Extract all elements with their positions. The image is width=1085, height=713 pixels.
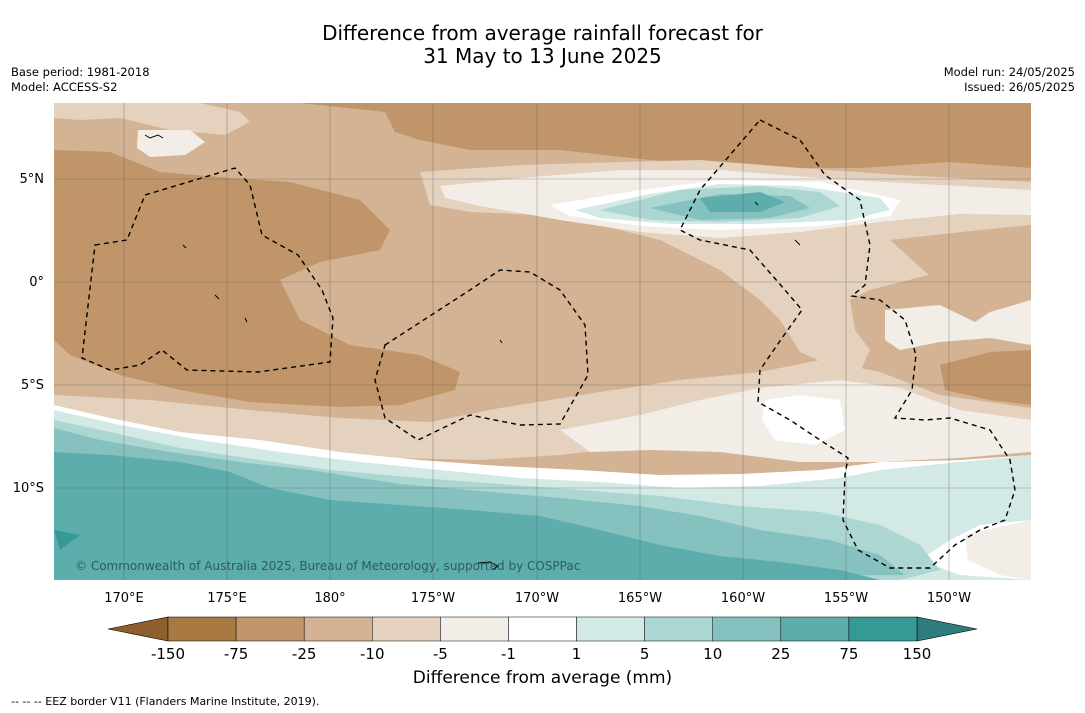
lat-label: 0° (29, 275, 44, 290)
dry-region-west (54, 150, 460, 407)
colorbar-swatch (712, 616, 782, 642)
colorbar-swatch (440, 616, 509, 642)
graticule (54, 103, 1031, 580)
colorbar-swatch (780, 616, 850, 642)
colorbar-tick-label: -10 (360, 645, 385, 663)
title-line-1: Difference from average rainfall forecas… (322, 21, 763, 45)
title-line-2: 31 May to 13 June 2025 (423, 44, 662, 68)
colorbar-tick-label: 150 (903, 645, 932, 663)
near-normal-east (885, 300, 1031, 350)
islands (144, 134, 801, 571)
colorbar-tick-label: 25 (771, 645, 790, 663)
colorbar-tick-label: -5 (433, 645, 448, 663)
lon-label: 165°W (618, 591, 662, 606)
issued-date: Issued: 26/05/2025 (964, 80, 1075, 94)
lon-label: 155°W (824, 591, 868, 606)
neutral-patch-south (762, 395, 845, 445)
base-period: Base period: 1981-2018 (11, 65, 150, 79)
wet-patch-east (878, 455, 1031, 528)
wet-patch-75 (54, 530, 80, 550)
colorbar-tick-label: 1 (572, 645, 582, 663)
rainfall-anomaly-field: © Commonwealth of Australia 2025, Bureau… (54, 103, 1031, 580)
latitude-labels: 5°N 0° 5°S 10°S (13, 172, 44, 496)
colorbar-extend-low (107, 616, 169, 642)
colorbar-swatch (235, 616, 305, 642)
dry-lobe-east-south (940, 350, 1031, 405)
eez-footnote: -- -- -- EEZ border V11 (Flanders Marine… (11, 695, 320, 708)
lon-label: 175°E (207, 591, 247, 606)
lon-label: 180° (314, 591, 345, 606)
colorbar-swatch (576, 616, 645, 642)
longitude-labels: 170°E 175°E 180° 175°W 170°W 165°W 160°W… (104, 591, 971, 606)
colorbar-label: Difference from average (mm) (412, 668, 673, 688)
colorbar-tick-label: 5 (640, 645, 650, 663)
colorbar-extend-high (916, 616, 978, 642)
copyright-text: © Commonwealth of Australia 2025, Bureau… (75, 559, 580, 573)
colorbar-tick-label: -1 (501, 645, 516, 663)
colorbar-swatch (644, 616, 713, 642)
lat-label: 5°N (20, 172, 45, 187)
lon-label: 175°W (411, 591, 455, 606)
dry-lobe-east-north (890, 225, 1031, 290)
colorbar-swatch (848, 616, 918, 642)
colorbar-tick-label: -25 (292, 645, 317, 663)
eez-borders (81, 119, 1016, 569)
dry-patch-nw (54, 103, 250, 135)
colorbar-swatch (372, 616, 441, 642)
lon-label: 160°W (721, 591, 765, 606)
colorbar-tick-label: -75 (224, 645, 249, 663)
wet-patch-25 (700, 192, 785, 212)
colorbar-tick-label: 10 (703, 645, 722, 663)
near-normal-patch-se (965, 520, 1031, 580)
wet-band-25 (54, 452, 880, 580)
dry-band-north (54, 103, 1031, 168)
lon-label: 170°W (515, 591, 559, 606)
colorbar-swatch (303, 616, 373, 642)
lat-label: 5°S (21, 378, 44, 393)
colorbar-swatch (508, 616, 577, 642)
colorbar: -150 -75 -25 -10 -5 -1 1 5 10 25 75 150 (107, 616, 978, 663)
lon-label: 170°E (104, 591, 144, 606)
lon-label: 150°W (927, 591, 971, 606)
colorbar-tick-label: -150 (151, 645, 185, 663)
model-name: Model: ACCESS-S2 (11, 80, 118, 94)
lat-label: 10°S (13, 481, 44, 496)
colorbar-swatch (167, 616, 237, 642)
model-run: Model run: 24/05/2025 (943, 65, 1075, 79)
colorbar-tick-label: 75 (839, 645, 858, 663)
